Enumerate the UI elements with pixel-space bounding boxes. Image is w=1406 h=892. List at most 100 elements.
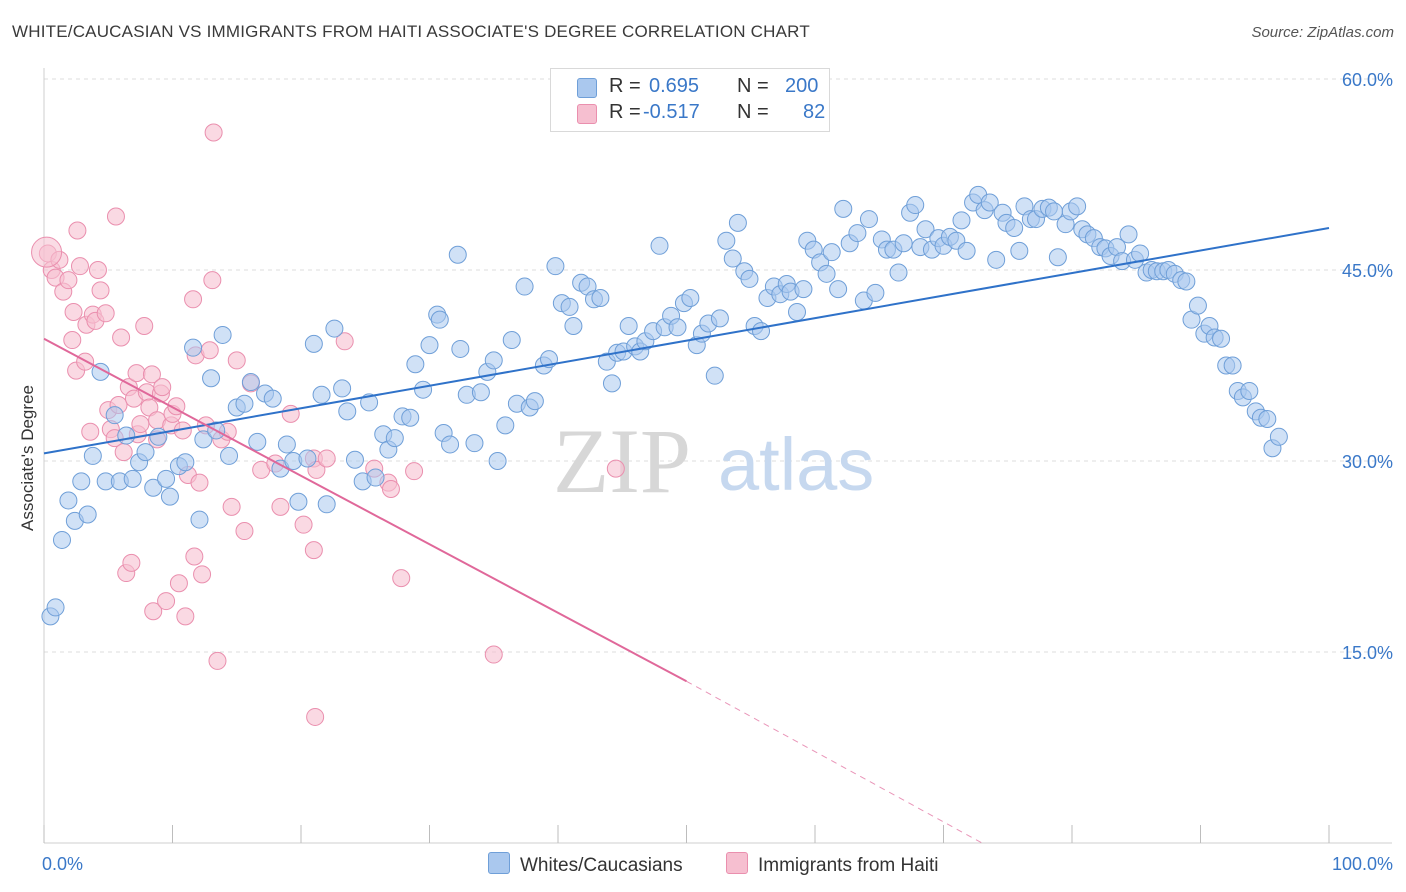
white-point [788,303,807,322]
haiti-point [190,473,209,492]
haiti-point [88,261,107,279]
white-point [834,199,853,218]
haiti-trend-line [43,337,687,683]
haiti-point [203,271,222,290]
legend-r-label: R = [609,101,641,123]
haiti-point [606,459,625,478]
y-tick-label: 15.0% [1342,643,1393,663]
white-point [194,430,213,449]
white-point [717,231,736,250]
y-tick-label: 45.0% [1342,261,1393,281]
white-point [859,210,878,229]
white-point [465,434,484,453]
white-point [366,468,385,487]
y-tick-label: 60.0% [1342,70,1393,90]
white-point [794,280,813,299]
white-point [591,289,610,308]
haiti-point [59,271,78,290]
haiti-point [281,404,300,423]
haiti-point [157,592,176,611]
white-point [202,369,221,388]
haiti-point [317,449,336,468]
haiti-point [176,607,195,626]
watermark: ZIP atlas [553,410,874,512]
white-point [448,245,467,264]
white-point [78,505,97,524]
white-point [752,322,771,341]
legend-n-label: N = [737,101,769,123]
y-axis-label: Associate's Degree [18,385,37,531]
white-point [866,283,885,302]
white-point [317,495,336,514]
white-point [1258,409,1277,428]
chart-title: WHITE/CAUCASIAN VS IMMIGRANTS FROM HAITI… [12,22,810,41]
white-point [710,309,729,328]
white-point [52,530,71,549]
watermark-atlas: atlas [718,423,874,506]
haiti-point [204,123,223,142]
white-point [213,325,232,344]
haiti-point [144,602,163,621]
haiti-point [169,574,188,593]
white-point [333,379,352,398]
white-point [952,211,971,230]
white-point [957,241,976,260]
watermark-zip: ZIP [553,410,691,512]
white-point [406,355,425,374]
legend-n-value: 82 [803,101,826,123]
legend-n-label: N = [737,75,769,97]
haiti-trend-extension [686,680,983,844]
white-point [728,213,747,232]
white-point [1269,427,1288,446]
white-point [668,318,687,337]
white-point [1240,381,1259,400]
haiti-point [405,462,424,481]
white-point [650,236,669,255]
legend-swatch-blue [577,78,597,98]
bottom-legend-haiti: Immigrants from Haiti [726,852,939,877]
white-point [1048,248,1067,267]
haiti-point [294,515,313,534]
white-point [817,264,836,283]
legend-r-label: R = [609,75,641,97]
white-point [414,380,433,399]
source-credit: Source: ZipAtlas.com [1251,24,1394,41]
white-point [822,243,841,262]
white-point [705,366,724,385]
white-point [105,406,124,425]
white-point [117,426,136,445]
white-point [906,196,925,215]
white-point [263,389,282,408]
white-point [451,339,470,358]
white-point [723,249,742,268]
white-point [488,452,507,470]
white-point [338,402,357,421]
white-point [304,334,323,353]
white-point [72,472,91,491]
white-point [235,394,254,413]
white-point [289,492,308,511]
white-point [829,280,848,299]
white-point [46,598,65,617]
white-point [484,351,503,370]
white-point [123,469,142,488]
haiti-point [112,328,131,347]
haiti-point [185,547,204,566]
white-point [248,432,267,451]
white-point [190,510,209,529]
white-point [360,393,379,412]
white-point [385,429,404,448]
haiti-point [235,522,254,541]
white-point [496,416,515,435]
white-point [1010,241,1029,260]
white-point [1005,218,1024,237]
white-point [980,193,999,212]
legend-r-value: -0.517 [643,101,700,123]
haiti-point [142,365,161,384]
haiti-point [63,331,82,350]
white-point [1177,272,1196,291]
white-point [149,427,168,446]
bottom-legend-label: Immigrants from Haiti [758,855,939,876]
haiti-points [31,123,625,726]
